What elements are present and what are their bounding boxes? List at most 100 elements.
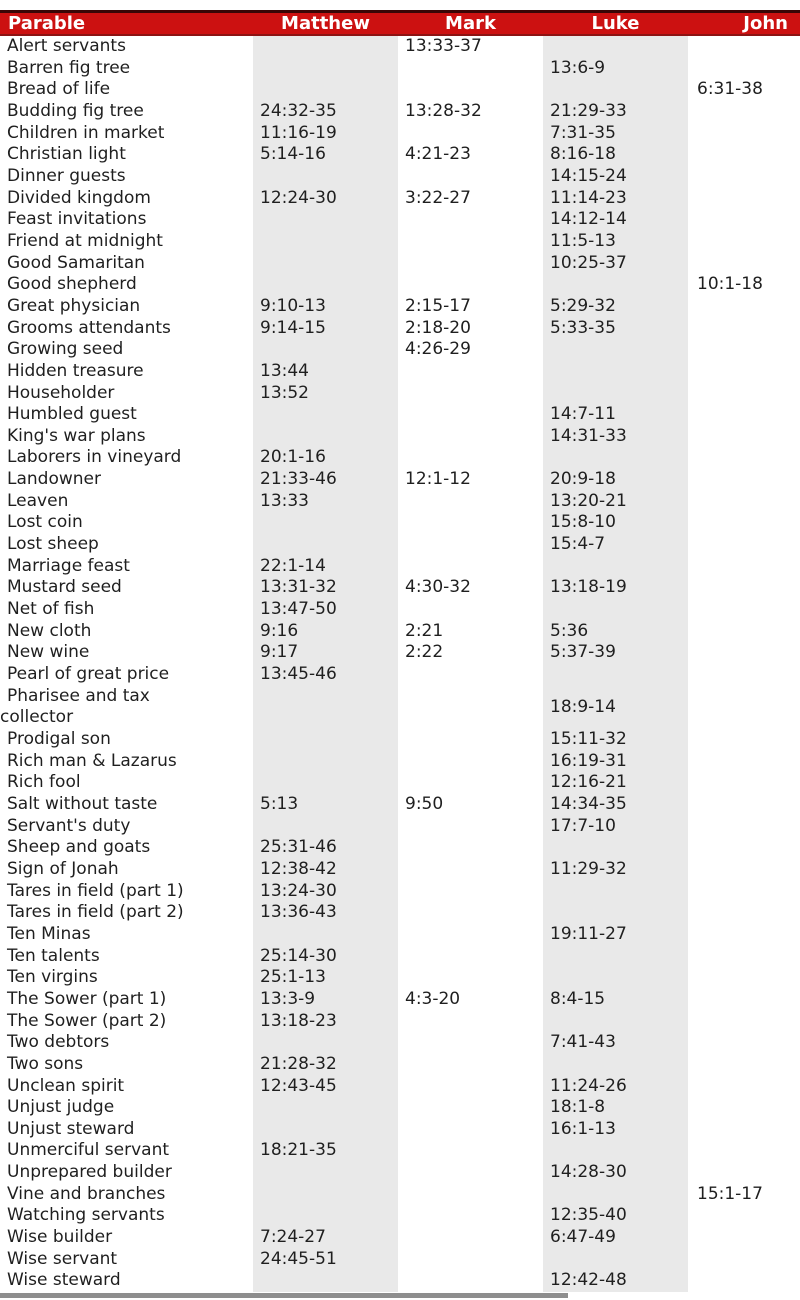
parable-name-cell: Budding fig tree	[0, 101, 253, 123]
table-row: Ten virgins 25:1-13	[0, 967, 800, 989]
parable-name-cell: Laborers in vineyard	[0, 447, 253, 469]
parable-name-cell: Vine and branches	[0, 1184, 253, 1206]
parable-name: The Sower (part 2)	[7, 1010, 167, 1031]
matthew-ref-cell: 12:24-30	[253, 187, 398, 210]
parable-name: Tares in field (part 2)	[7, 902, 184, 923]
mark-ref-cell	[398, 751, 543, 773]
mark-ref: 2:22	[405, 642, 444, 663]
matthew-ref: 9:16	[260, 620, 299, 641]
parable-name-cell: Divided kingdom	[0, 188, 253, 210]
mark-ref-cell	[398, 816, 543, 838]
luke-ref-cell: 11:24-26	[543, 1075, 688, 1098]
mark-ref: 13:33-37	[405, 36, 482, 56]
parable-name-cell: Servant's duty	[0, 816, 253, 838]
matthew-ref-cell: 13:33	[253, 490, 398, 513]
parable-name: Rich fool	[7, 772, 81, 793]
john-ref-cell: 15:1-17	[688, 1184, 800, 1206]
parable-name: Divided kingdom	[7, 187, 151, 208]
luke-ref-cell	[543, 1053, 688, 1076]
luke-ref-cell	[543, 555, 688, 578]
parable-name-cell: Lost coin	[0, 512, 253, 534]
table-row: Sheep and goats 25:31-46	[0, 837, 800, 859]
parable-name-cell: Children in market	[0, 123, 253, 145]
table-row: Leaven 13:33 13:20-21	[0, 490, 800, 513]
mark-ref-cell	[398, 1011, 543, 1033]
parable-name-cell: Pharisee and tax collector	[0, 686, 253, 729]
luke-ref-cell: 14:34-35	[543, 793, 688, 816]
table-row: The Sower (part 2) 13:18-23	[0, 1010, 800, 1033]
luke-ref-cell: 19:11-27	[543, 923, 688, 946]
table-row: Sign of Jonah 12:38-42 11:29-32	[0, 858, 800, 881]
mark-ref-cell	[398, 534, 543, 556]
matthew-ref-cell: 9:16	[253, 620, 398, 643]
matthew-ref: 13:45-46	[260, 664, 337, 685]
parable-name: The Sower (part 1)	[7, 988, 167, 1009]
matthew-ref-cell: 13:36-43	[253, 902, 398, 924]
parable-name-cell: Sheep and goats	[0, 837, 253, 859]
table-row: The Sower (part 1) 13:3-9 4:3-20 8:4-15	[0, 988, 800, 1011]
table-row: Dinner guests 14:15-24	[0, 165, 800, 188]
mark-ref: 4:30-32	[405, 577, 471, 598]
parable-name: Pharisee and tax collector	[0, 685, 150, 728]
matthew-ref-cell	[253, 512, 398, 535]
matthew-ref-cell: 12:38-42	[253, 858, 398, 881]
table-row: Watching servants 12:35-40	[0, 1205, 800, 1228]
matthew-ref-cell	[253, 815, 398, 838]
table-row: Barren fig tree 13:6-9	[0, 57, 800, 80]
matthew-ref: 24:32-35	[260, 100, 337, 121]
parable-name-cell: Unmerciful servant	[0, 1140, 253, 1162]
parable-name: Lost sheep	[7, 534, 99, 555]
matthew-ref-cell: 9:14-15	[253, 317, 398, 340]
matthew-ref-cell: 5:13	[253, 793, 398, 816]
john-ref-cell	[688, 794, 800, 816]
john-ref-cell	[688, 512, 800, 534]
parable-name-cell: Salt without taste	[0, 794, 253, 816]
matthew-ref-cell: 24:45-51	[253, 1248, 398, 1271]
parable-name-cell: Householder	[0, 383, 253, 405]
parable-name-cell: Landowner	[0, 469, 253, 491]
mark-ref-cell: 12:1-12	[398, 469, 543, 491]
parable-name: Laborers in vineyard	[7, 447, 182, 468]
mark-ref-cell: 13:28-32	[398, 101, 543, 123]
john-ref-cell	[688, 534, 800, 556]
parable-name-cell: Wise steward	[0, 1270, 253, 1292]
john-ref-cell: 10:1-18	[688, 274, 800, 296]
luke-ref-cell: 15:4-7	[543, 534, 688, 556]
table-row: Divided kingdom 12:24-30 3:22-27 11:14-23	[0, 187, 800, 210]
luke-ref-cell: 10:25-37	[543, 252, 688, 275]
john-ref-cell	[688, 556, 800, 578]
parable-name-cell: Mustard seed	[0, 577, 253, 599]
parable-name: Ten Minas	[7, 923, 91, 944]
mark-ref-cell	[398, 1249, 543, 1271]
parable-name-cell: Unjust steward	[0, 1119, 253, 1141]
luke-ref-cell: 18:9-14	[543, 685, 688, 729]
parable-name-cell: Two debtors	[0, 1032, 253, 1054]
table-row: Net of fish 13:47-50	[0, 599, 800, 621]
matthew-ref: 5:14-16	[260, 144, 326, 165]
parable-name: Humbled guest	[7, 404, 137, 425]
mark-ref-cell	[398, 1054, 543, 1076]
mark-ref-cell	[398, 166, 543, 188]
mark-ref: 9:50	[405, 793, 444, 814]
mark-ref-cell: 2:15-17	[398, 296, 543, 318]
parable-name: Ten virgins	[7, 967, 98, 988]
matthew-ref-cell: 9:17	[253, 642, 398, 665]
john-ref-cell	[688, 1205, 800, 1227]
parable-name-cell: Watching servants	[0, 1205, 253, 1227]
luke-ref: 18:9-14	[550, 696, 616, 717]
matthew-ref-cell	[253, 230, 398, 253]
mark-ref-cell	[398, 1119, 543, 1141]
parable-name: Net of fish	[7, 599, 95, 620]
parable-name-cell: New cloth	[0, 621, 253, 643]
matthew-ref-cell: 13:52	[253, 382, 398, 405]
luke-ref-cell: 8:16-18	[543, 144, 688, 166]
luke-ref-cell: 14:12-14	[543, 209, 688, 231]
parable-name-cell: Friend at midnight	[0, 231, 253, 253]
luke-ref-cell	[543, 880, 688, 903]
luke-ref: 5:29-32	[550, 295, 616, 316]
luke-ref-cell	[543, 967, 688, 989]
mark-ref-cell	[398, 1076, 543, 1098]
parable-name: Leaven	[7, 490, 69, 511]
parable-name: Sign of Jonah	[7, 858, 119, 879]
parable-name: Budding fig tree	[7, 100, 144, 121]
